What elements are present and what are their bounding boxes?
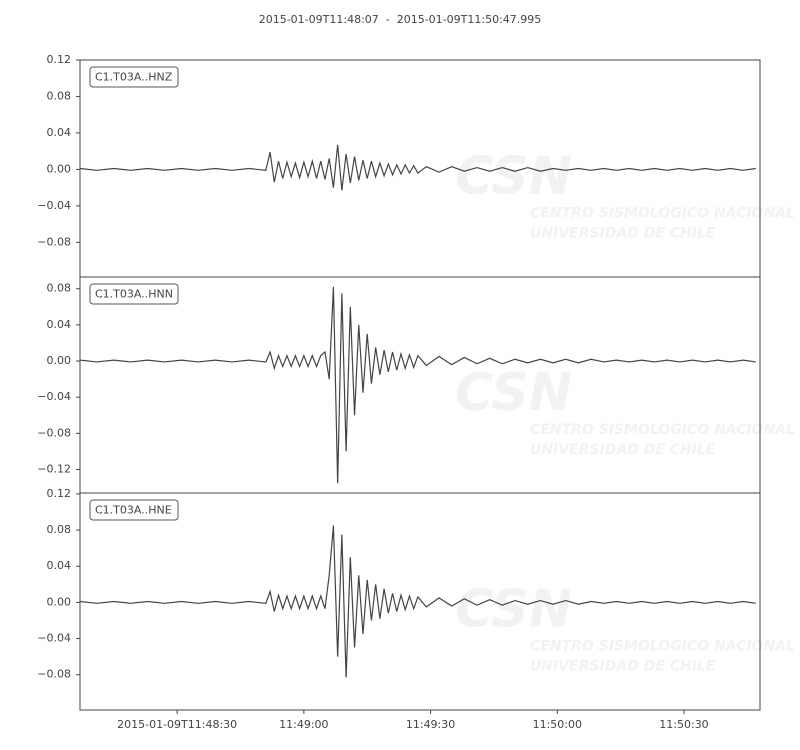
y-tick-label: 0.04 [47, 318, 72, 331]
trace-label-box [89, 283, 179, 305]
y-tick-label: 0.08 [47, 89, 72, 102]
y-tick-label: 0.08 [47, 282, 72, 295]
y-tick-label: 0.08 [47, 523, 72, 536]
y-tick-label: −0.12 [37, 463, 71, 476]
y-tick-label: −0.04 [37, 632, 71, 645]
trace-label: C1.T03A..HNZ [95, 71, 173, 84]
chart-title: 2015-01-09T11:48:07 - 2015-01-09T11:50:4… [259, 13, 542, 26]
watermark-text: CENTRO SISMOLOGICO NACIONAL [530, 422, 795, 438]
trace-label: C1.T03A..HNN [95, 288, 173, 301]
y-tick-label: 0.04 [47, 559, 72, 572]
watermark-logo: CSN [455, 579, 572, 639]
y-tick-label: −0.08 [37, 668, 71, 681]
watermark-logo: CSN [455, 363, 572, 423]
watermark-text: UNIVERSIDAD DE CHILE [530, 658, 716, 674]
x-tick-label: 11:50:30 [659, 718, 708, 731]
y-tick-label: −0.04 [37, 390, 71, 403]
watermark-text: CENTRO SISMOLOGICO NACIONAL [530, 638, 795, 654]
y-tick-label: −0.08 [37, 426, 71, 439]
y-tick-label: 0.00 [47, 162, 72, 175]
watermark-text: CENTRO SISMOLOGICO NACIONAL [530, 205, 795, 221]
x-tick-label: 2015-01-09T11:48:30 [117, 718, 237, 731]
y-tick-label: 0.12 [47, 487, 72, 500]
watermark-logo: CSN [455, 146, 572, 206]
x-tick-label: 11:50:00 [533, 718, 582, 731]
watermark-text: UNIVERSIDAD DE CHILE [530, 225, 716, 241]
y-tick-label: 0.04 [47, 126, 72, 139]
x-tick-label: 11:49:00 [279, 718, 328, 731]
y-tick-label: 0.00 [47, 354, 72, 367]
waveform [79, 286, 756, 484]
trace-label-box [89, 499, 179, 521]
trace-label: C1.T03A..HNE [95, 504, 172, 517]
y-tick-label: 0.12 [47, 53, 72, 66]
panel-frame [79, 276, 761, 494]
waveform [79, 144, 756, 191]
x-tick-label: 11:49:30 [406, 718, 455, 731]
y-tick-label: −0.04 [37, 199, 71, 212]
waveform [79, 525, 756, 678]
trace-label-box [89, 66, 179, 88]
y-tick-label: 0.00 [47, 595, 72, 608]
watermark-text: UNIVERSIDAD DE CHILE [530, 442, 716, 458]
panel-frame [79, 492, 761, 711]
y-tick-label: −0.08 [37, 235, 71, 248]
